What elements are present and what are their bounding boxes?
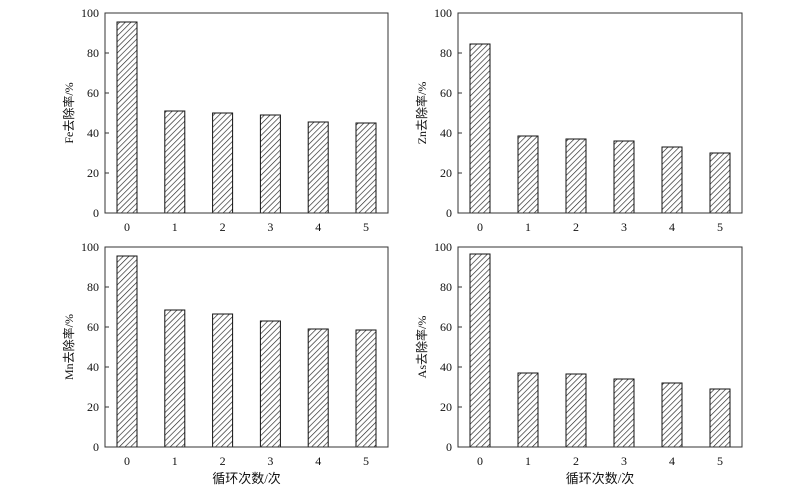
x-tick-label: 3 [267, 220, 273, 234]
bar-2 [212, 313, 234, 448]
y-tick-label: 20 [440, 166, 452, 180]
x-tick-label: 0 [124, 454, 130, 468]
y-tick-label: 0 [446, 206, 452, 220]
y-tick-label: 80 [440, 46, 452, 60]
x-tick-label: 4 [669, 454, 675, 468]
x-tick-label: 4 [315, 220, 321, 234]
subplot-4: 0 20 40 60 80 100 0 1 2 3 4 5 As去除率/% 循环次数/次 [414, 240, 743, 486]
bar-0 [116, 21, 138, 214]
y-tick-label: 40 [440, 360, 452, 374]
x-tick-label: 5 [717, 454, 723, 468]
x-tick-label: 1 [525, 220, 531, 234]
y-tick-label: 100 [434, 6, 452, 20]
plot-frame [457, 246, 743, 448]
bar-1 [517, 372, 539, 448]
x-tick-label: 3 [621, 220, 627, 234]
y-tick-label: 20 [87, 400, 99, 414]
y-tick-label: 40 [440, 126, 452, 140]
bar-1 [164, 309, 186, 448]
x-tick-label: 0 [477, 454, 483, 468]
bar-4 [307, 328, 329, 448]
y-tick-label: 20 [440, 400, 452, 414]
x-tick-label: 0 [124, 220, 130, 234]
x-tick-label: 4 [669, 220, 675, 234]
bar-0 [116, 255, 138, 448]
x-tick-label: 1 [172, 220, 178, 234]
y-tick-label: 60 [440, 86, 452, 100]
bar-3 [613, 140, 635, 214]
bar-2 [565, 138, 587, 214]
plot-frame [104, 246, 389, 448]
x-tick-label: 1 [172, 454, 178, 468]
bar-1 [517, 135, 539, 214]
y-tick-label: 60 [87, 86, 99, 100]
bar-4 [307, 121, 329, 214]
y-tick-label: 60 [87, 320, 99, 334]
y-tick-label: 80 [440, 280, 452, 294]
y-axis-label: Zn去除率/% [414, 82, 429, 145]
bar-5 [355, 122, 377, 214]
y-tick-label: 100 [81, 240, 99, 254]
x-axis-label: 循环次数/次 [212, 471, 281, 486]
bar-4 [661, 382, 683, 448]
plot-frame [104, 12, 389, 214]
y-axis-label: As去除率/% [414, 316, 429, 379]
bar-2 [565, 373, 587, 448]
x-tick-label: 3 [621, 454, 627, 468]
x-tick-label: 0 [477, 220, 483, 234]
x-tick-label: 1 [525, 454, 531, 468]
x-tick-label: 5 [363, 454, 369, 468]
x-tick-label: 2 [220, 454, 226, 468]
bar-3 [259, 320, 281, 448]
y-tick-label: 40 [87, 360, 99, 374]
y-tick-label: 40 [87, 126, 99, 140]
y-tick-label: 80 [87, 46, 99, 60]
y-tick-label: 0 [93, 206, 99, 220]
bar-5 [709, 152, 731, 214]
x-tick-label: 4 [315, 454, 321, 468]
bar-2 [212, 112, 234, 214]
subplot-3: 0 20 40 60 80 100 0 1 2 3 4 5 Mn去除率/% 循环次数/次 [61, 240, 389, 486]
y-tick-label: 80 [87, 280, 99, 294]
x-tick-label: 5 [363, 220, 369, 234]
bar-0 [469, 253, 491, 448]
subplot-1: 0 20 40 60 80 100 0 1 2 3 4 5 Fe去除率/% [61, 6, 389, 234]
bar-5 [709, 388, 731, 448]
subplot-2: 0 20 40 60 80 100 0 1 2 3 4 5 Zn去除率/% [414, 6, 743, 234]
plot-frame [457, 12, 743, 214]
x-axis-label: 循环次数/次 [566, 471, 635, 486]
bar-4 [661, 146, 683, 214]
x-tick-label: 2 [573, 454, 579, 468]
x-tick-label: 2 [573, 220, 579, 234]
x-tick-label: 3 [267, 454, 273, 468]
bar-5 [355, 329, 377, 448]
y-tick-label: 0 [93, 440, 99, 454]
y-tick-label: 20 [87, 166, 99, 180]
x-tick-label: 2 [220, 220, 226, 234]
bar-3 [613, 378, 635, 448]
bar-0 [469, 43, 491, 214]
y-tick-label: 0 [446, 440, 452, 454]
y-tick-label: 100 [81, 6, 99, 20]
y-axis-label: Mn去除率/% [61, 314, 76, 380]
y-tick-label: 100 [434, 240, 452, 254]
y-axis-label: Fe去除率/% [61, 82, 76, 143]
x-tick-label: 5 [717, 220, 723, 234]
bar-3 [259, 114, 281, 214]
y-tick-label: 60 [440, 320, 452, 334]
bar-1 [164, 110, 186, 214]
